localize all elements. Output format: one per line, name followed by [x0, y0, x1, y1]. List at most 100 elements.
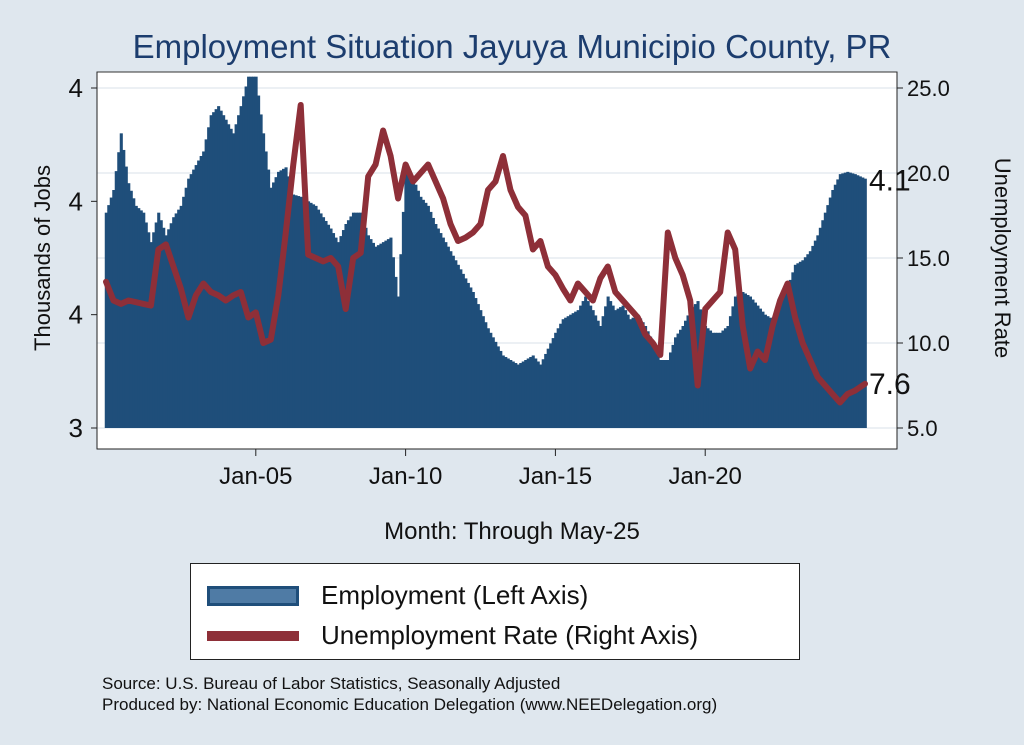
- employment-bar: [491, 337, 495, 428]
- employment-bar: [823, 212, 827, 428]
- employment-bar: [651, 341, 655, 428]
- employment-bar: [564, 317, 568, 428]
- employment-bar: [331, 233, 336, 428]
- employment-bar: [541, 359, 545, 428]
- employment-bar: [311, 204, 316, 428]
- employment-bar: [639, 318, 643, 428]
- employment-bar: [544, 353, 548, 428]
- employment-bar: [429, 211, 433, 428]
- employment-bar: [314, 205, 318, 428]
- unemployment-end-label: 7.6: [869, 368, 911, 401]
- legend-swatch-unemployment: [207, 630, 299, 641]
- employment-bar: [661, 360, 665, 428]
- employment-bar: [466, 282, 470, 428]
- employment-bar: [167, 229, 171, 428]
- employment-bar: [853, 174, 857, 428]
- employment-bar: [806, 254, 810, 428]
- employment-bar: [664, 360, 668, 428]
- left-tick-label: 3: [69, 413, 83, 443]
- employment-bar: [309, 202, 313, 428]
- employment-bar: [356, 212, 361, 428]
- employment-bar: [626, 314, 630, 428]
- employment-bar: [446, 246, 450, 428]
- employment-bar: [182, 196, 186, 428]
- employment-bar: [586, 301, 590, 428]
- employment-bar: [596, 320, 600, 428]
- left-tick-label: 4: [69, 300, 83, 330]
- employment-bar: [763, 314, 767, 428]
- employment-bar: [579, 305, 583, 428]
- employment-bar: [441, 237, 445, 428]
- employment-bar: [159, 220, 163, 428]
- employment-bar: [521, 361, 525, 428]
- employment-bar: [336, 242, 341, 428]
- employment-bar: [706, 328, 710, 428]
- employment-bar: [214, 109, 218, 429]
- employment-bar: [247, 76, 251, 429]
- employment-bar: [411, 178, 415, 428]
- employment-bar: [202, 151, 206, 428]
- employment-bar: [179, 205, 183, 428]
- employment-bar: [811, 245, 815, 428]
- employment-bar: [701, 317, 705, 428]
- employment-bar: [856, 175, 860, 428]
- employment-bar: [576, 310, 580, 428]
- employment-bar: [354, 212, 358, 428]
- employment-bar: [506, 358, 510, 428]
- employment-bar: [796, 263, 800, 428]
- employment-bar: [137, 208, 141, 428]
- employment-bar: [292, 194, 296, 428]
- employment-bar: [813, 240, 817, 428]
- employment-bar: [384, 240, 388, 428]
- employment-bar: [851, 173, 855, 428]
- employment-bar: [339, 236, 343, 428]
- employment-bar: [556, 328, 560, 428]
- x-tick-label: Jan-10: [369, 463, 442, 490]
- employment-bar: [219, 110, 223, 429]
- employment-bar: [581, 301, 585, 428]
- employment-bar: [401, 211, 405, 428]
- employment-bar: [836, 179, 840, 428]
- employment-bar: [426, 205, 430, 428]
- employment-bar: [863, 178, 867, 428]
- employment-bar: [758, 308, 762, 428]
- employment-bar: [519, 363, 523, 428]
- employment-bar: [826, 205, 830, 428]
- employment-bar: [569, 314, 573, 428]
- employment-bar: [589, 305, 593, 428]
- employment-bar: [481, 316, 485, 428]
- y-left-label: Thousands of Jobs: [30, 165, 55, 351]
- employment-bar: [841, 173, 845, 428]
- employment-bar: [289, 185, 293, 428]
- employment-bar: [134, 205, 138, 428]
- employment-bar: [629, 319, 633, 428]
- employment-bar: [738, 293, 743, 428]
- employment-bar: [554, 332, 558, 428]
- employment-bar: [599, 326, 603, 428]
- employment-bar: [793, 264, 797, 428]
- producer-line: Produced by: National Economic Education…: [102, 695, 718, 714]
- employment-bar: [766, 316, 770, 428]
- employment-bar: [431, 217, 435, 428]
- employment-bar: [391, 257, 395, 428]
- employment-bar: [831, 190, 835, 428]
- employment-bar: [611, 305, 615, 428]
- employment-bar: [316, 209, 321, 428]
- employment-bar: [361, 220, 366, 428]
- employment-bar: [768, 317, 772, 428]
- employment-bar: [761, 311, 765, 428]
- employment-bar: [212, 112, 216, 428]
- employment-bar: [524, 360, 528, 428]
- employment-bar: [107, 205, 111, 428]
- employment-bar: [227, 124, 231, 429]
- employment-bar: [671, 344, 675, 428]
- employment-bar: [329, 228, 333, 428]
- employment-bar: [606, 296, 610, 428]
- employment-bar: [666, 360, 670, 428]
- employment-bar: [821, 220, 825, 428]
- employment-bar: [232, 133, 236, 429]
- employment-bar: [244, 86, 248, 428]
- employment-bar: [344, 224, 348, 428]
- right-tick-label: 20.0: [907, 161, 950, 186]
